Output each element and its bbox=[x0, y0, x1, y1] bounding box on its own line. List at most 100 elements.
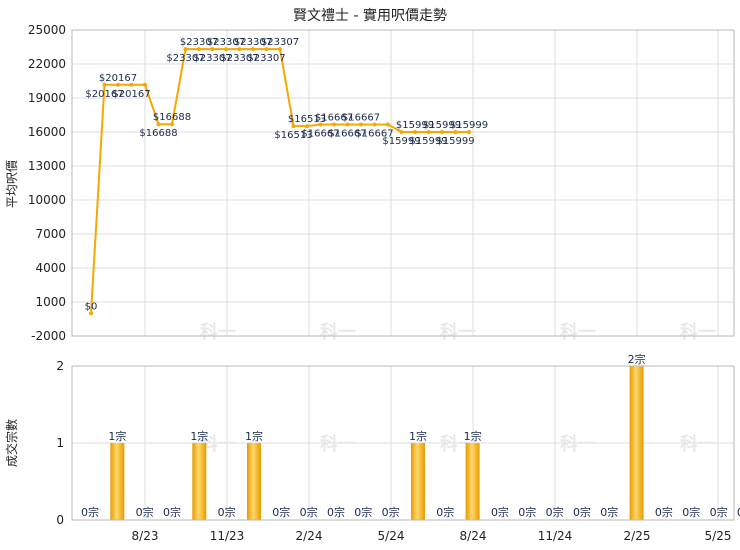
watermark: 科一 bbox=[680, 321, 716, 343]
x-tick-label: 8/23 bbox=[132, 529, 159, 543]
price-data-label: $16688 bbox=[153, 112, 191, 123]
price-point bbox=[89, 311, 93, 316]
x-tick-label: 2/25 bbox=[624, 529, 651, 543]
price-data-label: $15999 bbox=[382, 136, 420, 147]
x-tick-label: 11/23 bbox=[210, 529, 245, 543]
volume-data-label: 0宗 bbox=[573, 505, 591, 519]
price-data-label: $20167 bbox=[99, 73, 137, 84]
price-data-label: $20167 bbox=[112, 89, 150, 100]
price-point bbox=[318, 122, 323, 127]
price-point bbox=[332, 122, 336, 127]
watermark: 科一 bbox=[320, 321, 356, 343]
price-data-label: $16513 bbox=[274, 130, 312, 141]
volume-data-label: 0宗 bbox=[436, 505, 454, 519]
volume-data-label: 0宗 bbox=[710, 505, 728, 519]
price-data-label: $23307 bbox=[166, 53, 204, 64]
volume-data-label: 1宗 bbox=[108, 429, 126, 443]
volume-data-label: 0宗 bbox=[682, 505, 700, 519]
volume-bar bbox=[110, 443, 125, 520]
price-point bbox=[399, 130, 404, 135]
price-data-label: $16667 bbox=[315, 112, 353, 123]
price-data-label: $23307 bbox=[247, 53, 285, 64]
y-tick-label: 1 bbox=[56, 436, 64, 450]
price-data-label: $23307 bbox=[220, 53, 258, 64]
price-data-label: $16513 bbox=[288, 114, 326, 125]
watermark: 科一 bbox=[320, 433, 356, 455]
price-point bbox=[224, 47, 228, 52]
volume-bar bbox=[629, 366, 644, 520]
price-data-label: $0 bbox=[85, 301, 98, 312]
volume-data-label: 0宗 bbox=[655, 505, 673, 519]
price-point bbox=[359, 122, 363, 127]
price-data-label: $15999 bbox=[409, 136, 447, 147]
volume-data-label: 1宗 bbox=[409, 429, 427, 443]
volume-data-label: 1宗 bbox=[245, 429, 263, 443]
price-data-label: $23307 bbox=[207, 37, 245, 48]
price-data-label: $23307 bbox=[234, 37, 272, 48]
plot-border bbox=[71, 365, 735, 521]
price-point bbox=[237, 47, 242, 52]
volume-data-label: 0宗 bbox=[491, 505, 509, 519]
price-point bbox=[372, 122, 377, 127]
price-point bbox=[278, 47, 282, 52]
y-tick-label: 19000 bbox=[28, 91, 66, 105]
y-tick-label: 2 bbox=[56, 359, 64, 373]
price-point bbox=[102, 82, 107, 87]
price-data-label: $23307 bbox=[261, 37, 299, 48]
y-tick-label: 7000 bbox=[35, 227, 66, 241]
x-tick-label: 5/25 bbox=[705, 529, 732, 543]
y-tick-label: -2000 bbox=[31, 329, 66, 343]
x-tick-label: 5/24 bbox=[378, 529, 405, 543]
price-data-label: $16667 bbox=[328, 128, 366, 139]
volume-data-label: 0宗 bbox=[737, 505, 740, 519]
y-tick-label: 10000 bbox=[28, 193, 66, 207]
volume-data-label: 0宗 bbox=[600, 505, 618, 519]
volume-data-label: 0宗 bbox=[136, 505, 154, 519]
price-data-label: $16667 bbox=[301, 128, 339, 139]
chart-title: 賢文禮士 - 實用呎價走勢 bbox=[293, 7, 447, 24]
price-data-label: $20167 bbox=[85, 89, 123, 100]
plot-frame bbox=[71, 29, 735, 337]
price-point bbox=[386, 122, 390, 127]
price-point bbox=[170, 122, 174, 127]
price-data-label: $23307 bbox=[193, 53, 231, 64]
volume-axis-label: 成交宗數 bbox=[4, 419, 19, 467]
price-data-label: $15999 bbox=[436, 136, 474, 147]
price-data-label: $16667 bbox=[342, 112, 380, 123]
price-data-label: $16667 bbox=[355, 128, 393, 139]
price-axis-label: 平均呎價 bbox=[5, 160, 19, 208]
volume-data-label: 0宗 bbox=[81, 505, 99, 519]
volume-data-label: 1宗 bbox=[190, 429, 208, 443]
price-point bbox=[116, 82, 120, 87]
price-panel: -2000 1000 4000 7000 10000 13000 16000 19000 220… bbox=[28, 23, 735, 343]
price-point bbox=[156, 122, 161, 127]
volume-data-label: 0宗 bbox=[300, 505, 318, 519]
price-data-label: $15999 bbox=[450, 120, 488, 131]
price-point bbox=[210, 47, 215, 52]
y-tick-label: 1000 bbox=[35, 295, 66, 309]
y-tick-label: 16000 bbox=[28, 125, 66, 139]
x-tick-label: 11/24 bbox=[538, 529, 573, 543]
volume-data-label: 1宗 bbox=[464, 429, 482, 443]
y-tick-label: 22000 bbox=[28, 57, 66, 71]
volume-bar bbox=[465, 443, 480, 520]
price-point bbox=[440, 130, 444, 135]
volume-data-label: 2宗 bbox=[628, 352, 646, 366]
watermark: 科一 bbox=[680, 433, 716, 455]
y-tick-label: 25000 bbox=[28, 23, 66, 37]
x-tick-label: 2/24 bbox=[296, 529, 323, 543]
watermark: 科一 bbox=[440, 321, 476, 343]
volume-data-label: 0宗 bbox=[272, 505, 290, 519]
price-point bbox=[197, 47, 201, 52]
price-data-label: $15999 bbox=[423, 120, 461, 131]
price-point bbox=[345, 122, 350, 127]
volume-data-label: 0宗 bbox=[327, 505, 345, 519]
watermark: 科一 bbox=[560, 433, 596, 455]
price-data-label: $15999 bbox=[396, 120, 434, 131]
price-data-label: $23307 bbox=[180, 37, 218, 48]
watermark: 科一 bbox=[200, 321, 236, 343]
price-point bbox=[183, 47, 188, 52]
x-tick-label: 8/24 bbox=[460, 529, 487, 543]
volume-data-label: 0宗 bbox=[382, 505, 400, 519]
